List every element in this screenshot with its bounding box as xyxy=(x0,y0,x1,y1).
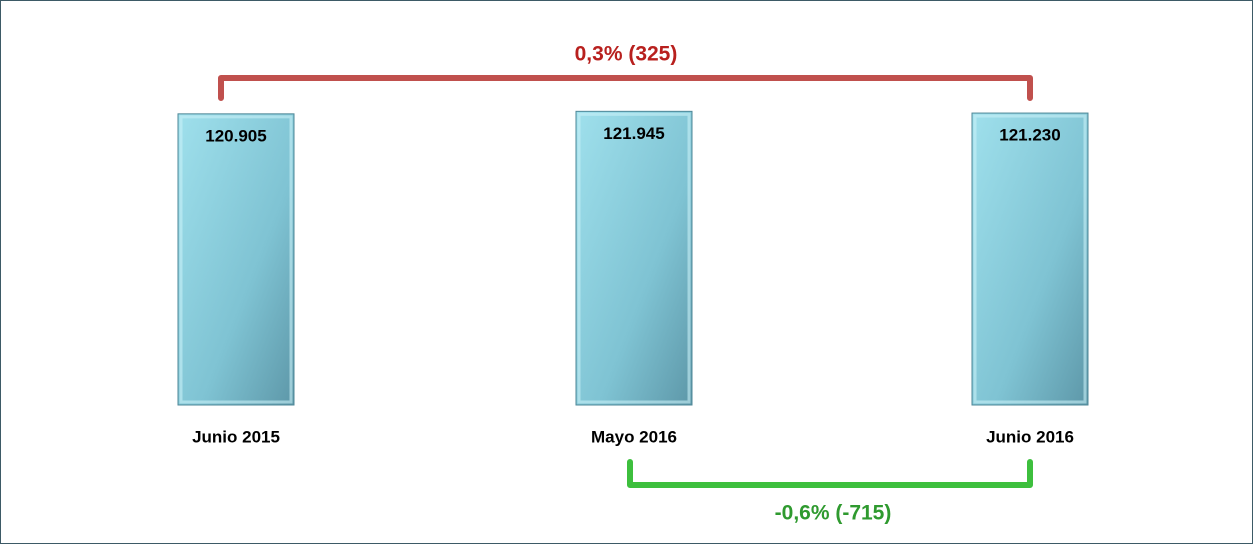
bar xyxy=(575,110,693,406)
annotation: 0,3% (325) xyxy=(575,43,678,66)
bar xyxy=(177,113,295,406)
bar-bevel xyxy=(973,114,1087,404)
annotation: -0,6% (-715) xyxy=(775,502,892,525)
bracket xyxy=(627,459,1033,488)
bar-bevel xyxy=(179,115,293,404)
x-tick-label: Mayo 2016 xyxy=(591,427,677,446)
bar-bevel xyxy=(577,112,691,404)
x-tick-label: Junio 2015 xyxy=(192,427,280,446)
value-label: 121.945 xyxy=(603,124,664,143)
bracket xyxy=(218,75,1033,101)
value-label: 121.230 xyxy=(999,126,1060,145)
x-tick-label: Junio 2016 xyxy=(986,427,1074,446)
bar xyxy=(971,112,1089,406)
value-label: 120.905 xyxy=(205,126,266,145)
